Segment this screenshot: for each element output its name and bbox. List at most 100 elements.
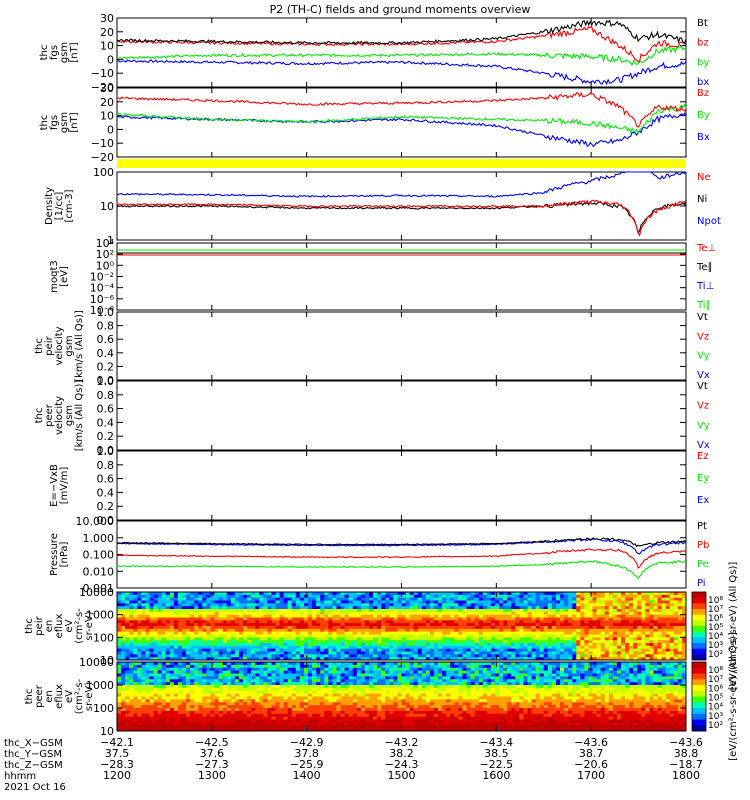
spectrogram-cell: [279, 667, 284, 671]
spectrogram-cell: [588, 606, 593, 610]
spectrogram-cell: [576, 651, 581, 655]
spectrogram-cell: [466, 606, 471, 610]
spectrogram-cell: [222, 679, 228, 683]
spectrogram-cell: [389, 611, 394, 615]
spectrogram-cell: [393, 600, 398, 604]
spectrogram-cell: [226, 687, 232, 692]
spectrogram-cell: [596, 637, 601, 641]
spectrogram-cell: [584, 614, 589, 618]
spectrogram-cell: [165, 620, 171, 624]
spectrogram-cell: [409, 594, 414, 598]
spectrogram-cell: [218, 693, 223, 697]
spectrogram-cell: [312, 606, 317, 610]
spectrogram-cell: [572, 628, 577, 632]
spectrogram-cell: [612, 623, 618, 627]
spectrogram-cell: [438, 597, 443, 601]
spectrogram-cell: [417, 623, 423, 627]
spectrogram-cell: [352, 645, 358, 649]
spectrogram-cell: [149, 628, 154, 632]
spectrogram-cell: [336, 617, 341, 621]
spectrogram-cell: [352, 614, 358, 618]
spectrogram-cell: [182, 631, 187, 635]
series-Npot: [116, 171, 687, 198]
spectrogram-cell: [141, 609, 146, 613]
spectrogram-cell: [466, 637, 471, 641]
spectrogram-cell: [121, 637, 126, 641]
spectrogram-cell: [486, 654, 492, 658]
spectrogram-cell: [234, 728, 240, 732]
spectrogram-cell: [267, 620, 272, 624]
spectrogram-cell: [259, 699, 264, 703]
colorbar-tick-label: 10³: [708, 641, 723, 651]
spectrogram-cell: [360, 597, 366, 601]
spectrogram-cell: [551, 620, 557, 624]
spectrogram-cell: [165, 719, 171, 723]
spectrogram-cell: [238, 687, 244, 692]
spectrogram-cell: [283, 594, 288, 598]
spectrogram-cell: [527, 626, 532, 630]
spectrogram-cell: [186, 699, 191, 703]
spectrogram-cell: [275, 670, 280, 674]
spectrogram-cell: [141, 654, 146, 658]
spectrogram-cell: [368, 597, 374, 601]
spectrogram-cell: [283, 705, 288, 709]
spectrogram-cell: [173, 657, 179, 661]
spectrogram-cell: [226, 673, 232, 677]
spectrogram-cell: [275, 676, 280, 680]
spectrogram-cell: [592, 603, 597, 607]
spectrogram-cell: [499, 623, 504, 627]
spectrogram-cell: [194, 651, 199, 655]
spectrogram-cell: [442, 645, 447, 649]
spectrogram-cell: [409, 631, 414, 635]
spectrogram-cell: [299, 679, 305, 683]
spectrogram-cell: [145, 657, 150, 661]
spectrogram-cell: [336, 645, 341, 649]
spectrogram-cell: [259, 682, 264, 686]
spectrogram-cell: [580, 597, 585, 601]
spectrogram-cell: [316, 687, 321, 692]
spectrogram-cell: [222, 606, 228, 610]
spectrogram-cell: [474, 617, 480, 621]
spectrogram-cell: [141, 631, 146, 635]
spectrogram-cell: [287, 682, 293, 686]
spectrogram-cell: [612, 645, 618, 649]
legend-entry: bz: [697, 38, 709, 49]
spectrogram-cell: [490, 628, 496, 632]
spectrogram-cell: [190, 614, 195, 618]
spectrogram-cell: [157, 609, 162, 613]
spectrogram-cell: [259, 679, 264, 683]
spectrogram-cell: [259, 651, 264, 655]
spectrogram-cell: [494, 634, 500, 638]
spectrogram-cell: [616, 623, 622, 627]
spectrogram-cell: [133, 673, 138, 677]
spectrogram-cell: [271, 690, 276, 694]
spectrogram-cell: [308, 710, 313, 715]
spectrogram-cell: [141, 690, 146, 694]
spectrogram-cell: [149, 702, 154, 706]
spectrogram-cell: [425, 634, 431, 638]
legend-entry: Ti∥: [696, 300, 711, 311]
spectrogram-cell: [194, 654, 199, 658]
spectrogram-cell: [206, 651, 211, 655]
spectrogram-cell: [446, 637, 451, 641]
spectrogram-cell: [121, 673, 126, 677]
spectrogram-cell: [226, 609, 232, 613]
spectrogram-cell: [551, 648, 557, 652]
spectrogram-cell: [377, 594, 382, 598]
spectrogram-cell: [649, 606, 654, 610]
spectrogram-cell: [539, 594, 545, 598]
spectrogram-cell: [210, 690, 215, 694]
spectrogram-cell: [190, 728, 195, 732]
spectrogram-cell: [348, 643, 354, 647]
spectrogram-cell: [149, 705, 154, 709]
spectrogram-cell: [312, 620, 317, 624]
spectrogram-cell: [499, 603, 504, 607]
spectrogram-cell: [665, 654, 671, 658]
spectrogram-cell: [133, 664, 138, 669]
spectrogram-cell: [291, 662, 297, 666]
spectrogram-cell: [478, 620, 484, 624]
spectrogram-cell: [340, 634, 345, 638]
spectrogram-cell: [474, 606, 480, 610]
spectrogram-cell: [320, 609, 325, 613]
spectrogram-cell: [434, 637, 439, 641]
